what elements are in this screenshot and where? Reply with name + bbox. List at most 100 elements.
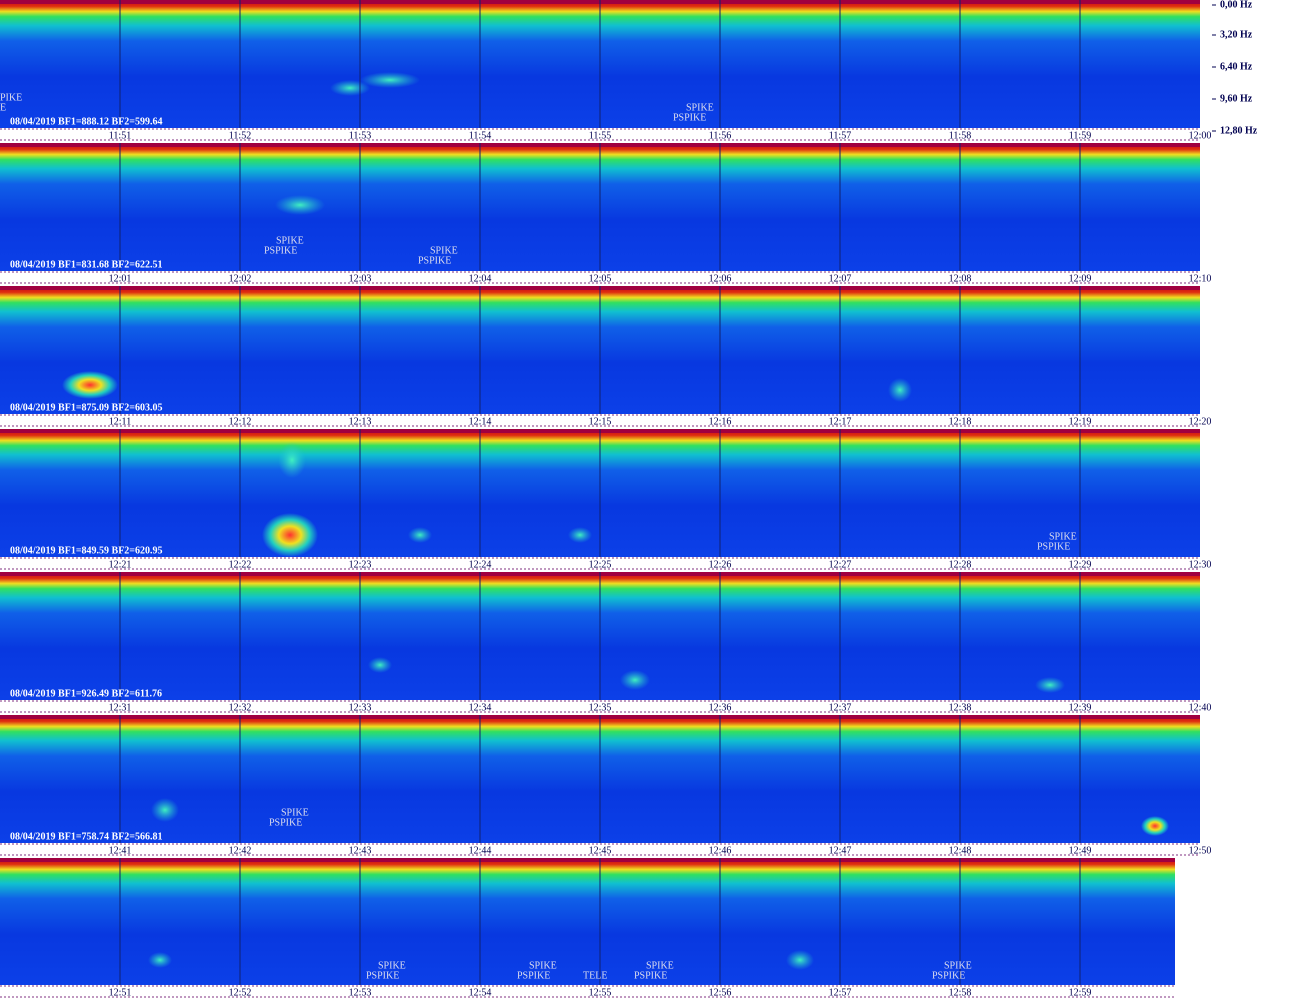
time-label: 11:55	[589, 130, 611, 141]
time-label: 12:25	[589, 559, 612, 570]
time-label: 12:14	[469, 416, 492, 427]
annotation: SPIKE	[944, 960, 972, 971]
time-label: 12:58	[949, 987, 972, 998]
time-label: 12:41	[109, 845, 132, 856]
time-label: 12:28	[949, 559, 972, 570]
signal-blob	[360, 72, 420, 88]
strip: 11:51 11:52 11:53 11:54 11:55 11:56 11:57 11:58…	[0, 0, 1211, 141]
strip: 12:11 12:12 12:13 12:14 12:15 12:16 12:17 12:18…	[0, 286, 1211, 427]
annotation: PSPIKE	[418, 255, 451, 266]
time-label: 12:43	[349, 845, 372, 856]
time-label: 12:40	[1189, 702, 1212, 713]
time-label: 12:20	[1189, 416, 1212, 427]
time-label: 12:26	[709, 559, 732, 570]
time-label: 12:56	[709, 987, 732, 998]
annotation: SPIKE	[378, 960, 406, 971]
time-label: 12:51	[109, 987, 132, 998]
strip: 12:01 12:02 12:03 12:04 12:05 12:06 12:07 12:08…	[0, 143, 1211, 284]
strip-header: 08/04/2019 BF1=758.74 BF2=566.81	[10, 831, 163, 842]
time-label: 12:57	[829, 987, 852, 998]
time-label: 12:30	[1189, 559, 1212, 570]
signal-blob	[278, 442, 306, 478]
strip: 12:31 12:32 12:33 12:34 12:35 12:36 12:37 12:38…	[0, 572, 1211, 713]
annotation: PSPIKE	[264, 245, 297, 256]
signal-blob	[62, 371, 118, 399]
annotation: PSPIKE	[517, 970, 550, 981]
annotation: PSPIKE	[1037, 541, 1070, 552]
signal-blob	[1141, 816, 1169, 836]
time-label: 12:13	[349, 416, 372, 427]
strip: 12:21 12:22 12:23 12:24 12:25 12:26 12:27 12:28…	[0, 429, 1211, 570]
time-label: 12:03	[349, 273, 372, 284]
time-label: 11:53	[349, 130, 371, 141]
time-label: 12:24	[469, 559, 492, 570]
time-label: 11:56	[709, 130, 731, 141]
time-label: 12:07	[829, 273, 852, 284]
top-band	[0, 858, 1175, 862]
annotation: PSPIKE	[634, 970, 667, 981]
time-label: 12:33	[349, 702, 372, 713]
annotation: SPIKE	[686, 102, 714, 113]
annotation: E	[0, 102, 6, 113]
time-label: 12:54	[469, 987, 492, 998]
time-label: 12:35	[589, 702, 612, 713]
freq-label: 3,20 Hz	[1220, 29, 1253, 40]
annotation: PSPIKE	[366, 970, 399, 981]
strip-header: 08/04/2019 BF1=831.68 BF2=622.51	[10, 259, 163, 270]
time-label: 12:38	[949, 702, 972, 713]
freq-label: 0,00 Hz	[1220, 0, 1253, 10]
time-label: 12:09	[1069, 273, 1092, 284]
time-label: 12:50	[1189, 845, 1212, 856]
signal-blob	[275, 195, 325, 215]
signal-blob	[568, 527, 592, 543]
annotation: SPIKE	[430, 245, 458, 256]
time-label: 11:59	[1069, 130, 1091, 141]
time-label: 12:04	[469, 273, 492, 284]
time-label: 12:15	[589, 416, 612, 427]
time-label: 12:08	[949, 273, 972, 284]
time-label: 12:02	[229, 273, 252, 284]
time-label: 12:55	[589, 987, 612, 998]
strip-header: 08/04/2019 BF1=875.09 BF2=603.05	[10, 402, 163, 413]
time-label: 11:57	[829, 130, 851, 141]
time-label: 12:53	[349, 987, 372, 998]
strip-header: 08/04/2019 BF1=849.59 BF2=620.95	[10, 545, 163, 556]
time-label: 12:48	[949, 845, 972, 856]
annotation: PSPIKE	[269, 817, 302, 828]
annotation: SPIKE	[281, 807, 309, 818]
time-label: 12:06	[709, 273, 732, 284]
time-label: 12:31	[109, 702, 132, 713]
strip: 12:41 12:42 12:43 12:44 12:45 12:46 12:47 12:48…	[0, 715, 1211, 856]
time-label: 12:11	[109, 416, 131, 427]
time-label: 12:46	[709, 845, 732, 856]
strip: 12:51 12:52 12:53 12:54 12:55 12:56 12:57 12:58…	[0, 858, 1175, 998]
freq-label: 12,80 Hz	[1220, 125, 1258, 136]
freq-label: 9,60 Hz	[1220, 93, 1253, 104]
annotation: SPIKE	[529, 960, 557, 971]
time-label: 12:42	[229, 845, 252, 856]
time-label: 12:36	[709, 702, 732, 713]
time-label: 12:34	[469, 702, 492, 713]
time-label: 12:37	[829, 702, 852, 713]
time-label: 12:44	[469, 845, 492, 856]
time-label: 12:59	[1069, 987, 1092, 998]
spectrogram	[0, 858, 1175, 985]
time-label: 12:10	[1189, 273, 1212, 284]
signal-blob	[786, 950, 814, 970]
time-label: 11:51	[109, 130, 131, 141]
time-label: 12:05	[589, 273, 612, 284]
time-label: 12:39	[1069, 702, 1092, 713]
time-label: 12:32	[229, 702, 252, 713]
signal-blob	[368, 657, 392, 673]
time-label: 12:17	[829, 416, 852, 427]
time-label: 12:01	[109, 273, 132, 284]
annotation: SPIKE	[646, 960, 674, 971]
signal-blob	[148, 952, 172, 968]
strip-header: 08/04/2019 BF1=926.49 BF2=611.76	[10, 688, 162, 699]
time-label: 12:22	[229, 559, 252, 570]
time-label: 12:23	[349, 559, 372, 570]
time-label: 12:45	[589, 845, 612, 856]
annotation: PSPIKE	[673, 112, 706, 123]
time-label: 12:52	[229, 987, 252, 998]
signal-blob	[888, 378, 912, 402]
